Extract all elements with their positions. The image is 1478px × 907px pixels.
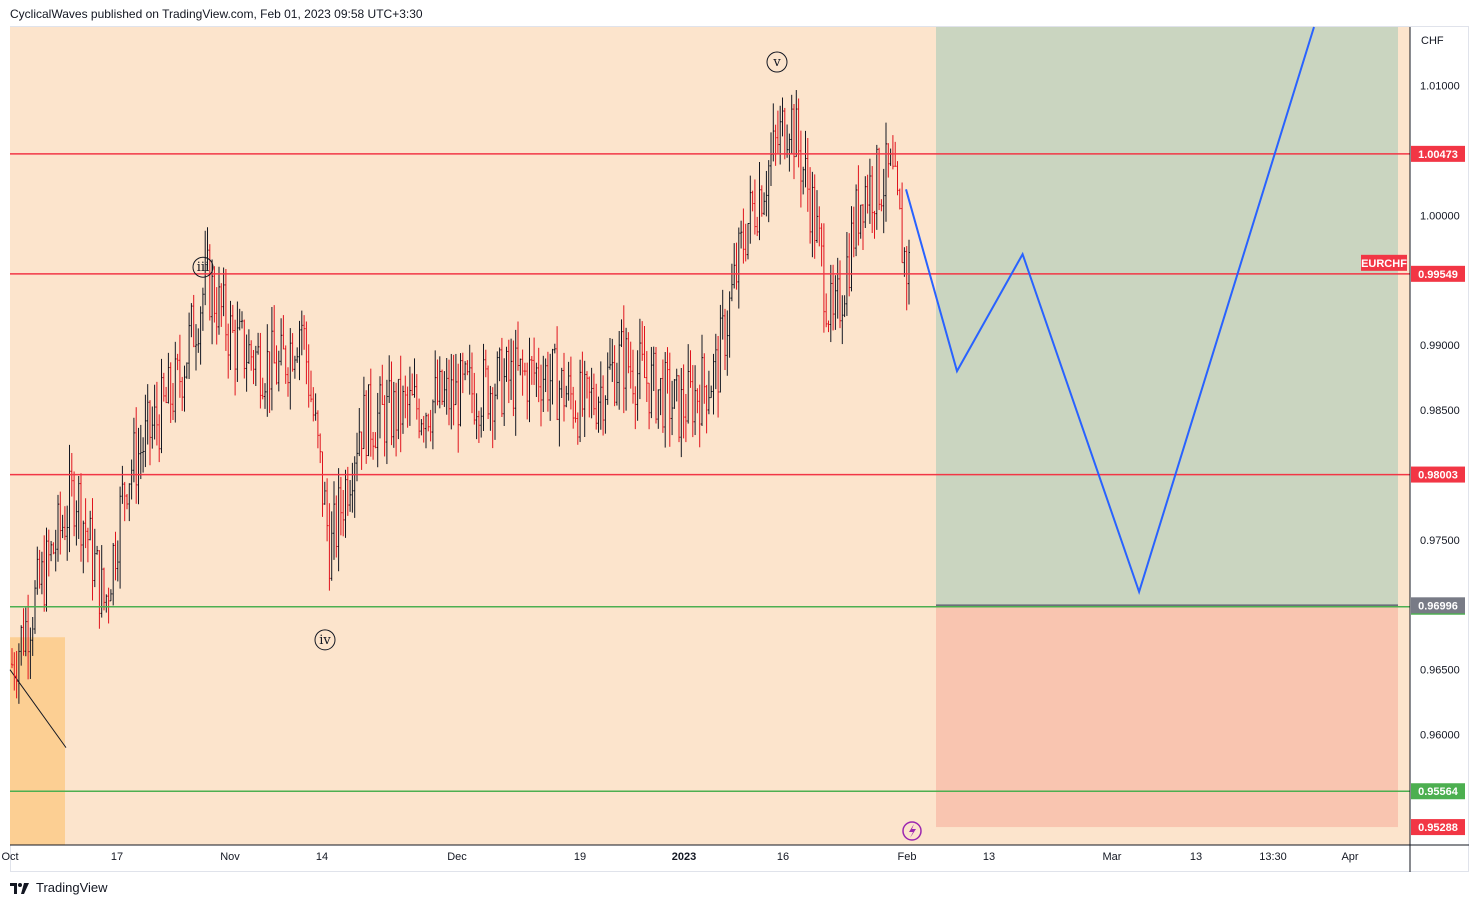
wave-label: v <box>772 55 781 70</box>
price-label: 0.95564 <box>1418 786 1459 798</box>
x-tick-label: 2023 <box>672 851 696 863</box>
price-label-bg <box>1411 466 1465 483</box>
y-tick-label: 0.96000 <box>1420 730 1460 742</box>
levels-layer <box>10 153 1410 792</box>
x-tick-label: 19 <box>574 851 586 863</box>
footer[interactable]: TradingView <box>10 880 108 895</box>
x-tick-label: Oct <box>1 851 18 863</box>
symbol-label-bg <box>1361 254 1407 271</box>
wave-labels-layer: iii iv v <box>192 51 922 841</box>
wave-label: iv <box>319 633 331 648</box>
x-tick-label: Feb <box>898 851 917 863</box>
x-tick-label: 13 <box>983 851 995 863</box>
footer-brand: TradingView <box>36 880 108 895</box>
x-tick-label: 13:30 <box>1259 851 1287 863</box>
publisher-line: CyclicalWaves published on TradingView.c… <box>10 7 423 21</box>
y-tick-label: 0.99000 <box>1420 340 1460 352</box>
price-label: 1.00473 <box>1418 149 1458 161</box>
wave-label-circle <box>314 629 336 651</box>
stop-zone <box>936 605 1398 828</box>
currency-label: CHF <box>1421 35 1444 47</box>
tradingview-logo-icon <box>10 881 30 895</box>
y-tick-label: 0.98500 <box>1420 405 1460 417</box>
x-tick-label: 14 <box>316 851 328 863</box>
y-tick-label: 1.00000 <box>1420 210 1460 222</box>
y-tick-label: 0.97500 <box>1420 535 1460 547</box>
projection-path <box>905 26 1315 596</box>
entry-price-label-bg <box>1411 597 1465 614</box>
x-tick-label: Mar <box>1103 851 1122 863</box>
x-tick-label: 17 <box>111 851 123 863</box>
x-tick-label: Dec <box>447 851 467 863</box>
entry-price-label: 0.96996 <box>1418 600 1458 612</box>
stop-price-label: 0.95288 <box>1418 822 1458 834</box>
candles-layer <box>11 90 910 704</box>
wave-label-circle <box>192 256 214 278</box>
symbol-label: EURCHF <box>1361 258 1407 270</box>
y-tick-label: 1.01000 <box>1420 80 1460 92</box>
price-label-bg <box>1411 783 1465 800</box>
axes-layer: CHF 1.01000 1.00000 0.99000 0.98500 0.97500 0.… <box>1 27 1469 872</box>
event-icon <box>902 821 922 841</box>
zones-layer <box>9 27 1410 845</box>
stop-price-label-bg <box>1411 819 1465 836</box>
x-tick-label: 13 <box>1190 851 1202 863</box>
y-tick-label: 0.96500 <box>1420 665 1460 677</box>
price-label: 0.98003 <box>1418 470 1458 482</box>
wave-label-circle <box>766 51 788 73</box>
x-tick-label: Nov <box>220 851 240 863</box>
price-labels-layer: 1.004730.995490.980030.969850.955640.969… <box>1361 145 1465 836</box>
price-label-bg <box>1411 265 1465 282</box>
price-label: 0.99549 <box>1418 269 1458 281</box>
x-tick-label: 16 <box>777 851 789 863</box>
target-zone <box>936 27 1398 606</box>
lightning-icon <box>909 824 916 838</box>
price-label-bg <box>1411 145 1465 162</box>
wave-label: iii <box>197 260 209 275</box>
projection-layer <box>905 26 1315 596</box>
pattern-zone <box>10 637 65 845</box>
x-tick-label: Apr <box>1341 851 1358 863</box>
